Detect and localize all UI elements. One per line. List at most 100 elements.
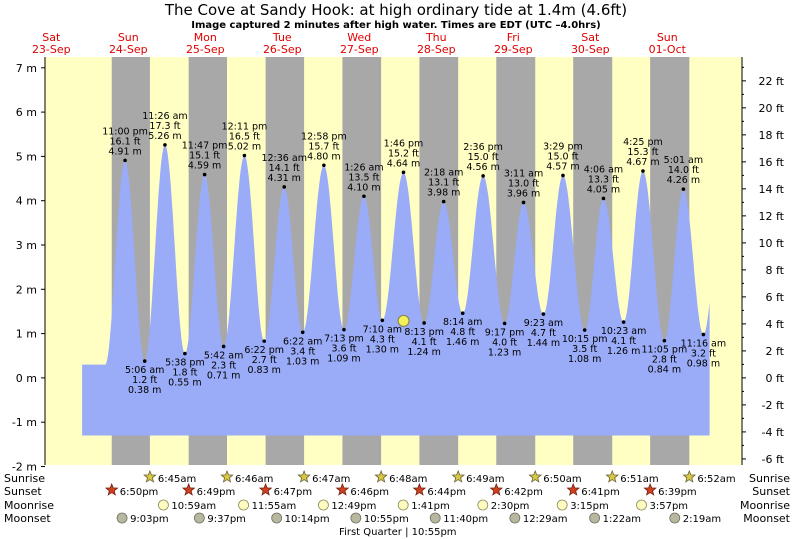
sunset-icon <box>335 482 350 496</box>
high-tide-label: 3.96 m <box>507 188 540 199</box>
low-tide-label: 2.3 ft <box>211 360 236 371</box>
moonrise-time: 12:49pm <box>331 501 376 512</box>
high-tide-label: 5.02 m <box>228 142 261 153</box>
sunrise-time: 6:47am <box>312 474 350 485</box>
high-tide-label: 4.67 m <box>626 157 659 168</box>
low-tide-label: 3.4 ft <box>290 346 315 357</box>
low-tide-label: 0.38 m <box>128 385 161 396</box>
moonset-time: 12:29am <box>523 514 568 525</box>
low-tide-point <box>142 359 147 363</box>
day-name-label: Wed <box>347 31 371 44</box>
low-tide-point <box>183 351 187 356</box>
high-tide-label: 13.5 ft <box>348 172 379 183</box>
sunrise-time: 6:51am <box>620 474 658 485</box>
high-tide-label: 4.56 m <box>466 162 499 173</box>
high-tide-label: 15.0 ft <box>468 152 499 163</box>
right-tick-label: -6 ft <box>762 453 785 466</box>
moonrise-icon <box>238 499 249 511</box>
right-tick-label: 6 ft <box>766 291 785 304</box>
high-tide-label: 11:26 am <box>142 111 187 122</box>
moonset-icon <box>350 512 362 524</box>
high-tide-label: 4.57 m <box>546 161 579 172</box>
low-tide-point <box>300 330 305 335</box>
low-tide-label: 4.1 ft <box>611 336 636 347</box>
moonset-time: 11:40pm <box>443 514 488 525</box>
sunset-time: 6:47pm <box>274 487 313 498</box>
day-name-label: Tue <box>272 31 292 44</box>
moonset-icon <box>429 512 441 524</box>
right-tick-label: -4 ft <box>762 426 785 439</box>
low-tide-label: 1.26 m <box>607 346 640 357</box>
moonset-time: 9:03pm <box>130 514 169 525</box>
low-tide-label: 10:15 pm <box>562 334 608 345</box>
moonset-time: 1:22am <box>603 514 641 525</box>
low-tide-label: 5:06 am <box>125 365 164 376</box>
low-tide-point <box>380 318 385 323</box>
moonrise-time: 11:55am <box>252 501 297 512</box>
moonrise-time: 3:15pm <box>570 501 609 512</box>
low-tide-label: 0.84 m <box>648 365 681 376</box>
low-tide-point <box>621 320 626 324</box>
low-tide-label: 1.44 m <box>527 338 560 349</box>
day-date-label: 29-Sep <box>494 43 533 56</box>
high-tide-label: 13.3 ft <box>588 174 619 185</box>
moonset-time: 10:55pm <box>364 514 409 525</box>
day-date-label: 28-Sep <box>417 43 456 56</box>
left-tick-label: 6 m <box>16 106 37 119</box>
high-tide-point <box>441 199 446 204</box>
high-tide-point <box>202 172 207 177</box>
moonset-time: 2:19am <box>683 514 721 525</box>
day-date-label: 24-Sep <box>109 43 148 56</box>
low-tide-point <box>262 339 267 343</box>
low-tide-label: 4.3 ft <box>370 334 395 345</box>
day-date-label: 25-Sep <box>186 43 225 56</box>
day-date-label: 23-Sep <box>32 43 71 56</box>
low-tide-label: 1.24 m <box>407 347 440 358</box>
sunrise-icon <box>374 469 388 483</box>
right-tick-label: 12 ft <box>759 210 785 223</box>
moonrise-icon <box>477 499 489 511</box>
sunrise-time: 6:48am <box>389 474 427 485</box>
high-tide-label: 2:36 pm <box>463 142 503 153</box>
moon-phase-label: First Quarter | 10:55pm <box>339 527 457 538</box>
low-tide-label: 1.23 m <box>488 347 521 358</box>
moonrise-icon <box>158 499 169 511</box>
low-tide-point <box>582 328 587 332</box>
high-tide-label: 4.10 m <box>347 182 380 193</box>
high-tide-label: 4:25 pm <box>623 137 663 148</box>
high-tide-label: 14.0 ft <box>668 165 699 176</box>
high-tide-label: 15.3 ft <box>627 147 658 158</box>
low-tide-label: 7:13 pm <box>324 334 364 345</box>
moonrise-time: 3:57pm <box>650 501 689 512</box>
high-tide-point <box>401 170 406 175</box>
high-tide-label: 4.31 m <box>268 173 301 184</box>
moonset-icon <box>669 512 681 524</box>
low-tide-label: 0.98 m <box>687 358 720 369</box>
sunrise-icon <box>220 469 234 483</box>
sunset-time: 6:46pm <box>350 487 389 498</box>
low-tide-label: 1.03 m <box>286 356 319 367</box>
high-tide-point <box>322 163 326 168</box>
low-tide-label: 0.55 m <box>168 378 201 389</box>
low-tide-label: 6:22 pm <box>244 345 284 356</box>
high-tide-label: 13.1 ft <box>428 178 459 189</box>
sunset-icon <box>489 482 504 496</box>
low-tide-label: 1.08 m <box>568 354 601 365</box>
sunset-time: 6:42pm <box>504 487 543 498</box>
high-tide-label: 4:06 am <box>584 164 623 175</box>
day-date-label: 27-Sep <box>340 43 379 56</box>
left-tick-label: 7 m <box>16 62 37 75</box>
sunrise-time: 6:46am <box>235 474 273 485</box>
moonrise-icon <box>556 499 568 511</box>
sunrise-time: 6:52am <box>697 474 735 485</box>
sunset-time: 6:44pm <box>427 487 466 498</box>
low-tide-label: 0.83 m <box>247 365 280 376</box>
moonset-icon <box>116 512 128 524</box>
moonrise-icon <box>397 499 409 511</box>
high-tide-label: 1:26 am <box>344 162 383 173</box>
left-tick-label: 1 m <box>16 328 37 341</box>
right-tick-label: 20 ft <box>759 102 785 115</box>
high-tide-label: 4.80 m <box>307 151 340 162</box>
low-tide-label: 5:38 pm <box>165 358 205 369</box>
